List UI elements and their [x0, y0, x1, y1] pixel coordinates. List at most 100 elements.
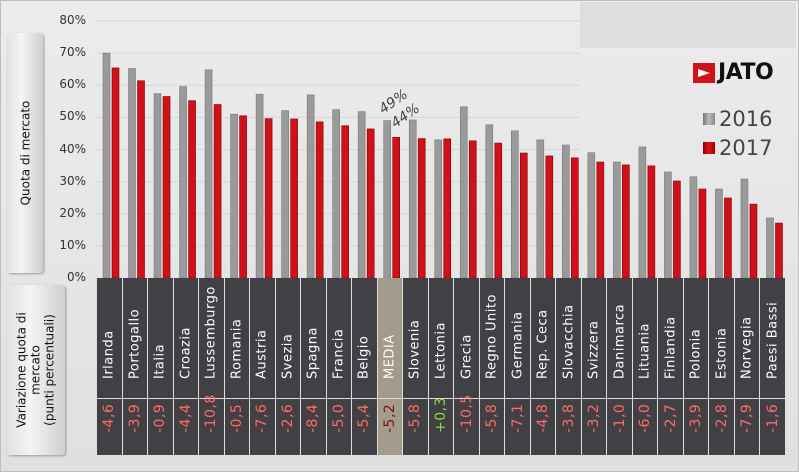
change-value: -5,4 — [356, 403, 373, 433]
country-cell: Svezia — [275, 278, 301, 399]
table-column: MEDIA -5,2 — [376, 278, 403, 455]
y-tick-label: 0% — [66, 270, 86, 284]
country-label: Paesi Bassi — [765, 301, 781, 379]
country-cell: Lettonia — [428, 278, 454, 399]
country-label: Danimarca — [612, 303, 628, 379]
change-cell: -6,0 — [633, 399, 658, 451]
jato-logo-text: JATO — [718, 60, 774, 85]
bar-2016 — [613, 161, 621, 279]
bar-2016 — [281, 110, 289, 279]
change-cell: -2,6 — [276, 399, 301, 451]
jato-logo: JATO — [693, 60, 774, 85]
change-value: -0,9 — [152, 403, 169, 433]
country-cell: Grecia — [454, 278, 479, 399]
bar-2016 — [153, 93, 162, 279]
change-cell: -8,4 — [301, 399, 326, 451]
bar-2017 — [264, 118, 273, 279]
country-label: Portogallo — [127, 308, 143, 379]
bar-2016 — [408, 119, 417, 279]
table-column: Svezia -2,6 — [274, 278, 301, 455]
change-cell: -1,6 — [760, 399, 785, 451]
legend-item-2016: 2016 — [703, 104, 772, 133]
bar-2017 — [545, 155, 554, 279]
change-value: -5,8 — [484, 403, 501, 433]
country-cell: Germania — [505, 278, 530, 399]
y-tick-label: 20% — [59, 205, 86, 220]
bar-2016 — [536, 139, 545, 279]
table-column: Germania -7,1 — [504, 278, 530, 455]
table-column: Svizzera -3,2 — [580, 278, 607, 455]
y-tick-label: 10% — [59, 237, 86, 252]
country-cell: Finlandia — [658, 278, 683, 399]
change-value: -4,6 — [101, 403, 118, 433]
table-column: Slovacchia -3,8 — [555, 278, 581, 455]
bar-2016 — [179, 86, 187, 279]
change-value: -7,9 — [739, 403, 756, 433]
country-cell: Italia — [148, 278, 173, 399]
bar-2017 — [494, 142, 503, 279]
country-label: Lussemburgo — [203, 286, 219, 379]
country-label: Norvegia — [739, 316, 755, 379]
country-cell: Lussemburgo — [199, 278, 224, 399]
bar-2017 — [468, 140, 477, 279]
country-cell: Belgio — [352, 278, 377, 399]
table-column: Spagna -8,4 — [300, 278, 326, 455]
bar-2017 — [417, 138, 426, 279]
change-value: -6,0 — [637, 403, 654, 433]
y-tick-label: 40% — [59, 141, 86, 156]
change-value: -2,8 — [713, 403, 730, 433]
country-cell: Paesi Bassi — [760, 278, 785, 399]
y-tick-label: 50% — [59, 109, 86, 124]
top-right-panel — [580, 2, 796, 48]
change-value: -1,6 — [764, 403, 781, 433]
table-column: Lituania -6,0 — [631, 278, 658, 455]
change-value: -8,4 — [305, 403, 322, 433]
table-column: Belgio -5,4 — [351, 278, 377, 455]
legend-swatch-2016 — [703, 112, 715, 125]
bar-2016 — [459, 106, 468, 279]
bar-2017 — [596, 161, 605, 279]
country-cell: Austria — [250, 278, 275, 399]
legend: 2016 2017 — [703, 104, 772, 162]
bar-2017 — [519, 152, 528, 279]
change-value: -3,9 — [126, 403, 143, 433]
country-label: Belgio — [356, 335, 372, 379]
legend-label-2017: 2017 — [719, 135, 773, 160]
change-cell: -3,9 — [684, 399, 709, 451]
country-label: Estonia — [714, 327, 730, 379]
table-column: Polonia -3,9 — [682, 278, 709, 455]
bar-2016 — [485, 124, 494, 279]
country-cell: Romania — [224, 278, 250, 399]
bar-2017 — [443, 138, 452, 279]
table-column: Finlandia -2,7 — [657, 278, 683, 455]
country-cell: Svizzera — [581, 278, 607, 399]
country-label: Finlandia — [663, 316, 679, 379]
change-cell: -4,4 — [174, 399, 199, 451]
country-label: Polonia — [688, 328, 704, 379]
bar-2017 — [698, 188, 707, 279]
country-label: Lettonia — [433, 322, 449, 379]
y-tick-label: 70% — [59, 45, 86, 60]
bar-2017 — [341, 125, 349, 279]
change-value: -7,6 — [254, 403, 271, 433]
change-cell: -10,5 — [454, 394, 479, 451]
country-cell: Rep. Ceca — [530, 278, 556, 399]
country-label: Italia — [152, 343, 168, 379]
country-cell: Norvegia — [734, 278, 760, 399]
country-cell: Portogallo — [122, 278, 148, 399]
change-cell: -2,8 — [709, 399, 734, 451]
change-cell: -5,2 — [378, 399, 403, 451]
change-cell: -5,8 — [480, 399, 505, 451]
change-cell: -4,8 — [531, 399, 556, 451]
change-cell: -10,8 — [199, 394, 224, 451]
country-cell: Spagna — [301, 278, 326, 399]
change-value: -10,8 — [203, 394, 220, 433]
country-label: Svizzera — [586, 320, 602, 379]
country-cell: Croazia — [173, 278, 199, 399]
bar-2016 — [128, 68, 136, 279]
change-cell: -4,6 — [97, 399, 122, 451]
change-value: -1,0 — [611, 403, 628, 433]
change-value: -0,5 — [228, 403, 245, 433]
country-label: Austria — [254, 329, 270, 379]
